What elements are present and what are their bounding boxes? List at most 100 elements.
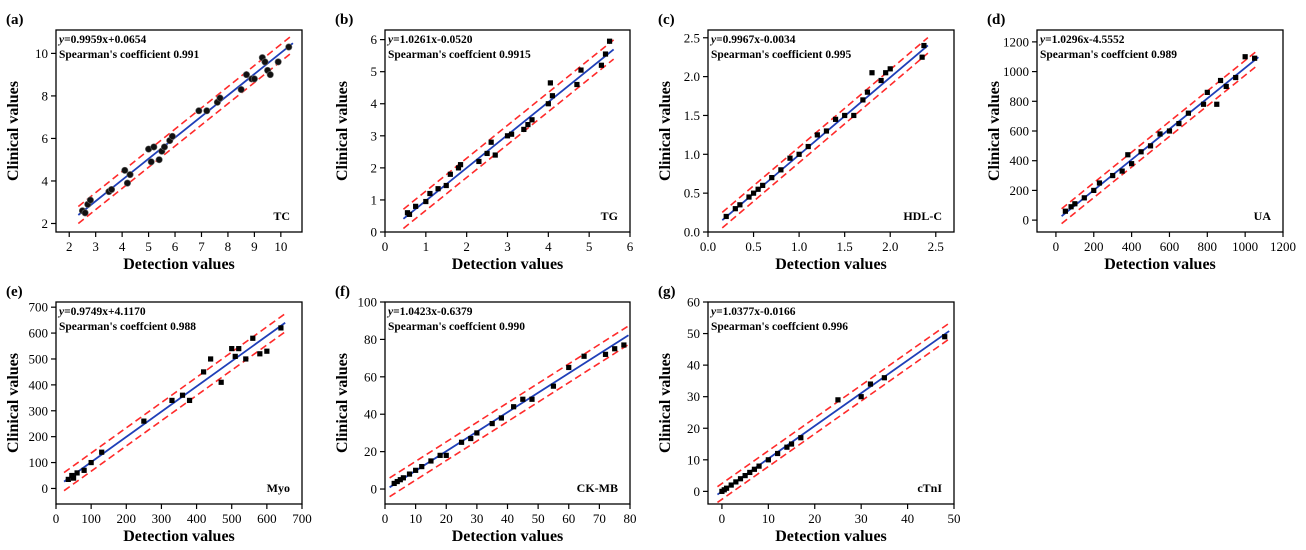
data-point (427, 190, 433, 197)
y-tick-label: 40 (687, 358, 700, 373)
data-point (65, 476, 71, 482)
equation-rest: =1.0423x-0.6379 (393, 306, 473, 318)
data-point (285, 43, 293, 51)
spearman-coefficient: Spearman's coeffcient 0.989 (1040, 49, 1177, 61)
data-point (1068, 204, 1074, 210)
x-tick-label: 800 (1198, 239, 1218, 254)
spearman-coefficient: Spearman's coeffcient 0.988 (59, 321, 196, 333)
spearman-coefficient: Spearman's coeffcient 0.9915 (388, 49, 531, 61)
series-tag: TG (601, 209, 618, 223)
y-tick-label: 1200 (1003, 34, 1029, 49)
equation-y: y (1038, 34, 1046, 46)
spearman-coefficient: Spearman's coeffcient 0.996 (711, 321, 848, 333)
regression-equation: y=0.9749x+4.1170 (57, 306, 146, 318)
y-tick-label: 4 (42, 173, 49, 188)
data-point (1147, 143, 1154, 149)
data-point (179, 392, 186, 398)
data-point (1110, 172, 1116, 179)
data-point (737, 476, 744, 482)
regression-line (1061, 56, 1259, 217)
data-point (1252, 55, 1258, 61)
regression-equation: y=0.9967x-0.0034 (709, 34, 796, 46)
data-point (413, 467, 419, 473)
x-tick-label: 700 (292, 511, 312, 526)
data-point (208, 356, 214, 362)
data-point (508, 131, 515, 137)
x-tick-label: 50 (948, 511, 961, 526)
y-tick-label: 4 (371, 96, 378, 111)
x-tick-label: 2 (66, 239, 73, 254)
y-tick-label: 200 (29, 429, 49, 444)
x-tick-label: 500 (222, 511, 242, 526)
data-point (1204, 89, 1210, 95)
data-point (942, 334, 948, 340)
panel-label: (d) (987, 12, 1005, 28)
data-point (88, 459, 94, 466)
data-point (1125, 152, 1131, 158)
data-point (169, 397, 175, 404)
data-point (778, 167, 784, 173)
series-tag: CK-MB (577, 481, 618, 495)
x-tick-label: 0 (719, 511, 726, 526)
data-point (1081, 195, 1087, 201)
data-point (274, 58, 282, 66)
data-point (1217, 77, 1224, 84)
panel-label: (f) (335, 284, 350, 300)
data-point (121, 166, 129, 174)
data-point (243, 356, 249, 362)
spearman-coefficient: Spearman's coefficient 0.991 (59, 49, 199, 61)
data-point (1072, 201, 1078, 207)
x-tick-label: 40 (901, 511, 914, 526)
y-tick-label: 60 (687, 295, 700, 310)
upper-confidence-line (389, 325, 629, 479)
x-tick-label: 20 (808, 511, 821, 526)
x-tick-label: 10 (762, 511, 775, 526)
y-tick-label: 500 (29, 351, 49, 366)
spearman-coefficient: Spearman's coefficient 0.995 (711, 49, 851, 61)
data-point (492, 152, 498, 158)
series-tag: HDL-C (903, 209, 942, 223)
data-point (1176, 120, 1182, 127)
x-tick-label: 3 (504, 239, 511, 254)
data-point (155, 156, 163, 164)
series-tag: cTnI (917, 481, 942, 495)
x-tick-label: 40 (501, 511, 514, 526)
equation-rest: =1.0261x-0.0520 (393, 34, 473, 46)
x-tick-label: 1000 (1232, 239, 1258, 254)
data-point (261, 58, 269, 66)
y-tick-label: 60 (364, 369, 377, 384)
x-axis-label: Detection values (123, 528, 235, 545)
data-point (150, 143, 158, 151)
data-point (423, 198, 429, 205)
upper-confidence-line (77, 34, 294, 208)
chart-panel-myo: 0 100 200 300 400 500 600 700 0 100 200 300 400 500 60… (5, 284, 312, 545)
plot-frame (707, 301, 955, 505)
x-tick-label: 50 (532, 511, 545, 526)
data-point (278, 325, 284, 331)
y-tick-label: 200 (1010, 183, 1030, 198)
y-tick-label: 2 (371, 160, 378, 175)
chart-panel-hdl-c: 0.0 0.5 1.0 1.5 2.0 2.5 0.0 0.5 1.0 1.5 2.0 2.5 Dete… (657, 12, 955, 273)
y-tick-label: 100 (29, 455, 49, 470)
data-point (521, 126, 527, 132)
y-tick-label: 100 (358, 295, 378, 310)
data-point (443, 452, 449, 458)
data-point (867, 381, 874, 387)
data-point (723, 485, 730, 491)
y-tick-label: 600 (29, 326, 49, 341)
panel-label: (g) (658, 284, 676, 300)
data-point (447, 171, 453, 177)
y-tick-label: 0 (694, 484, 701, 499)
x-tick-label: 400 (187, 511, 207, 526)
data-point (881, 375, 887, 381)
data-point (419, 463, 425, 470)
y-axis-label: Clinical values (986, 81, 1003, 181)
x-tick-label: 60 (562, 511, 575, 526)
y-tick-label: 5 (371, 64, 378, 79)
data-point (602, 51, 609, 57)
regression-line (63, 322, 286, 483)
data-point (81, 209, 89, 217)
upper-confidence-line (63, 313, 286, 474)
y-tick-label: 40 (364, 407, 377, 422)
x-tick-label: 5 (145, 239, 152, 254)
